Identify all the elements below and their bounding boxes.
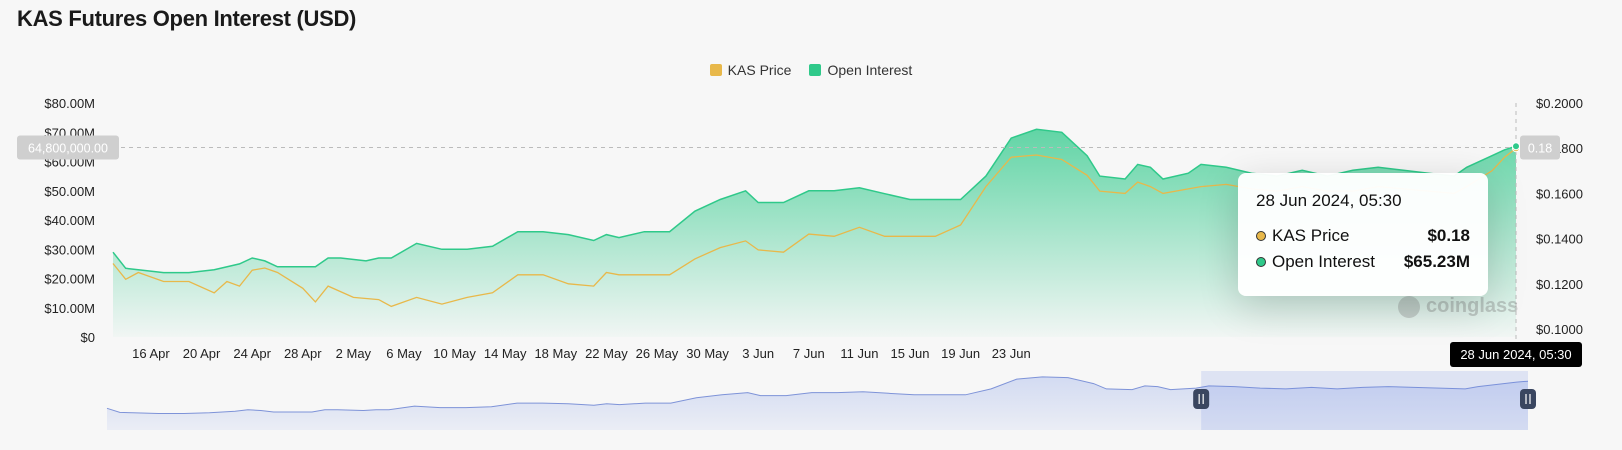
x-tick-label: 15 Jun — [890, 346, 929, 361]
tooltip-value: $65.23M — [1403, 252, 1470, 271]
yellow-dot-icon — [1256, 231, 1266, 241]
x-tick-label: 26 May — [636, 346, 679, 361]
navigator-selection[interactable] — [1201, 371, 1528, 430]
tooltip-row-kas-price: KAS Price $0.18 — [1256, 223, 1470, 249]
y-right-tick-label: $0.2000 — [1536, 96, 1583, 111]
navigator-line — [106, 376, 1529, 414]
tooltip-value: $0.18 — [1427, 226, 1470, 245]
legend-item-kas-price[interactable]: KAS Price — [709, 62, 792, 78]
x-tick-label: 19 Jun — [941, 346, 980, 361]
y-left-tick-label: $0 — [81, 330, 95, 345]
x-tick-label: 14 May — [484, 346, 527, 361]
x-tick-label: 18 May — [534, 346, 577, 361]
crosshair-time-label-bg — [1450, 342, 1582, 367]
y-left-tick-label: $50.00M — [44, 184, 95, 199]
crosshair-right-label: 0.18 — [1528, 141, 1552, 155]
legend-label-kas-price: KAS Price — [727, 62, 792, 78]
x-tick-label: 16 Apr — [132, 346, 170, 361]
y-left-tick-label: $30.00M — [44, 242, 95, 257]
x-tick-label: 10 May — [433, 346, 476, 361]
x-tick-label: 7 Jun — [793, 346, 825, 361]
navigator-left-handle[interactable] — [1193, 389, 1210, 409]
legend-label-open-interest: Open Interest — [827, 62, 913, 78]
chart-tooltip: 28 Jun 2024, 05:30 KAS Price $0.18 Open … — [1238, 173, 1488, 296]
x-tick-label: 20 Apr — [183, 346, 221, 361]
x-tick-label: 11 Jun — [840, 346, 878, 361]
x-tick-label: 24 Apr — [233, 346, 271, 361]
y-left-tick-label: $80.00M — [44, 96, 95, 111]
x-tick-label: 28 Apr — [284, 346, 322, 361]
watermark-text: coinglass — [1426, 295, 1519, 317]
coinglass-watermark: coinglass — [1398, 295, 1518, 318]
kas-price-swatch-icon — [709, 64, 722, 76]
open-interest-point — [1512, 142, 1520, 151]
navigator-area — [107, 376, 1528, 430]
chart-legend: KAS Price Open Interest — [0, 62, 1622, 78]
tooltip-time: 28 Jun 2024, 05:30 — [1256, 191, 1402, 210]
crosshair-right-label-bg — [1520, 135, 1560, 160]
crosshair-time-label: 28 Jun 2024, 05:30 — [1460, 347, 1571, 362]
x-tick-label: 2 May — [336, 346, 372, 361]
y-left-tick-label: $20.00M — [44, 272, 95, 287]
y-right-tick-label: $0.1600 — [1536, 186, 1583, 201]
crosshair-left-label-bg — [17, 135, 119, 160]
green-dot-icon — [1256, 257, 1266, 267]
tooltip-row-open-interest: Open Interest $65.23M — [1256, 249, 1470, 275]
x-tick-label: 23 Jun — [992, 346, 1031, 361]
chart-title: KAS Futures Open Interest (USD) — [17, 6, 357, 31]
y-right-tick-label: $0.1400 — [1536, 232, 1583, 247]
navigator-right-handle[interactable] — [1520, 389, 1536, 409]
coinglass-logo-icon — [1398, 295, 1420, 318]
y-right-tick-label: $0.1000 — [1536, 322, 1583, 337]
crosshair-left-label: 64,800,000.00 — [28, 141, 108, 155]
x-tick-label: 3 Jun — [742, 346, 774, 361]
tooltip-label: Open Interest — [1272, 252, 1376, 271]
tooltip-label: KAS Price — [1272, 226, 1350, 245]
x-tick-label: 22 May — [585, 346, 628, 361]
x-tick-label: 30 May — [686, 346, 729, 361]
y-left-tick-label: $40.00M — [44, 213, 95, 228]
legend-item-open-interest[interactable]: Open Interest — [809, 62, 912, 78]
y-right-tick-label: $0.1200 — [1536, 277, 1583, 292]
y-left-tick-label: $10.00M — [44, 301, 95, 316]
open-interest-swatch-icon — [809, 64, 822, 76]
open-interest-area — [113, 129, 1516, 337]
x-tick-label: 6 May — [386, 346, 422, 361]
